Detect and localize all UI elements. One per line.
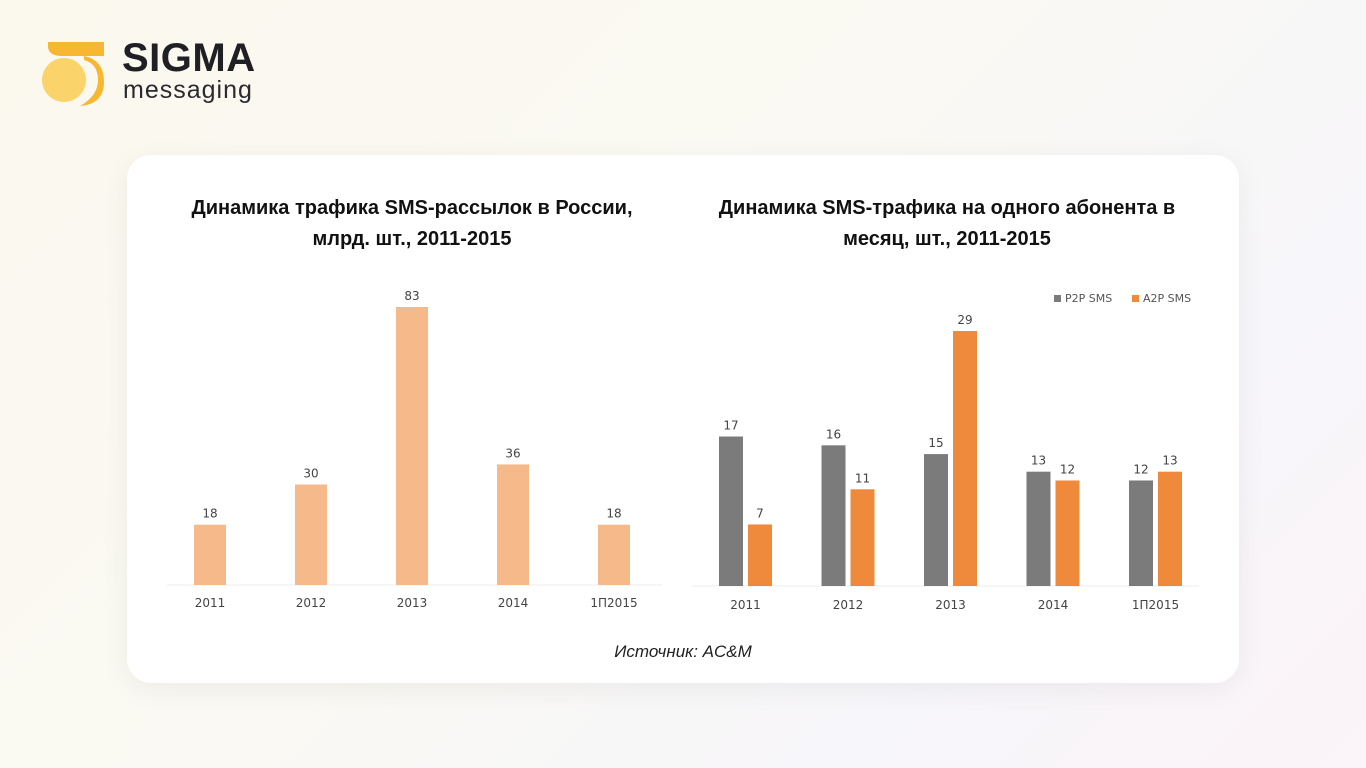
- data-label: 13: [1031, 454, 1046, 468]
- brand-name: SIGMA: [122, 36, 256, 80]
- bar-a2p-1П2015: [1158, 471, 1182, 586]
- legend-label: P2P SMS: [1065, 292, 1112, 305]
- left-chart-title: Динамика трафика SMS-рассылок в России, …: [157, 193, 667, 255]
- data-label: 36: [505, 446, 520, 460]
- sigma-logo-icon: [42, 42, 104, 106]
- x-tick-label: 2011: [195, 596, 226, 610]
- data-label: 16: [826, 427, 841, 441]
- bar-1П2015: [598, 524, 630, 585]
- bar-a2p-2011: [748, 524, 772, 586]
- data-label: 12: [1133, 462, 1148, 476]
- charts-card: Динамика трафика SMS-рассылок в России, …: [127, 155, 1239, 683]
- left-chart-title-line: млрд. шт., 2011-2015: [312, 228, 512, 250]
- data-label: 30: [303, 467, 318, 481]
- data-label: 12: [1060, 462, 1075, 476]
- bar-p2p-2011: [719, 436, 743, 586]
- legend-swatch: [1054, 295, 1061, 302]
- bar-2013: [396, 307, 428, 585]
- data-label: 83: [404, 289, 419, 303]
- right-bar-chart: 17 7 2011 16 11 2012 15 29 2013 13 12 2014 12 13 1П201…: [692, 292, 1199, 612]
- data-label: 18: [202, 507, 217, 521]
- x-tick-label: 1П2015: [1132, 598, 1179, 612]
- left-bar-chart: 18 2011 30 2012 83 2013 36 2014 18 1П2015: [167, 289, 662, 610]
- data-label: 13: [1162, 454, 1177, 468]
- legend-swatch: [1132, 295, 1139, 302]
- x-tick-label: 2013: [935, 598, 966, 612]
- bar-p2p-2012: [821, 445, 846, 586]
- bar-2014: [497, 464, 529, 585]
- x-tick-label: 2013: [397, 596, 428, 610]
- bar-p2p-1П2015: [1129, 480, 1153, 586]
- bar-a2p-2014: [1055, 480, 1080, 586]
- bar-a2p-2012: [850, 489, 875, 586]
- legend-label: A2P SMS: [1143, 292, 1191, 305]
- right-chart-title-line: Динамика SMS-трафика на одного абонента …: [718, 197, 1176, 219]
- right-chart-title: Динамика SMS-трафика на одного абонента …: [667, 193, 1227, 255]
- x-tick-label: 2014: [498, 596, 529, 610]
- x-tick-label: 2011: [730, 598, 761, 612]
- source-note: Источник: AC&M: [614, 642, 752, 661]
- data-label: 17: [723, 419, 738, 433]
- x-tick-label: 2014: [1038, 598, 1069, 612]
- x-tick-label: 1П2015: [590, 596, 637, 610]
- data-label: 29: [957, 313, 972, 327]
- bar-2012: [295, 484, 327, 585]
- brand-subtitle: messaging: [123, 76, 253, 104]
- x-tick-label: 2012: [296, 596, 327, 610]
- brand-logo: SIGMA messaging: [40, 36, 300, 110]
- left-chart-title-line: Динамика трафика SMS-рассылок в России,: [191, 197, 633, 219]
- data-label: 7: [756, 506, 764, 520]
- bar-2011: [194, 524, 226, 585]
- bar-a2p-2013: [953, 331, 977, 586]
- bar-p2p-2013: [924, 454, 948, 586]
- data-label: 15: [928, 436, 943, 450]
- data-label: 18: [606, 507, 621, 521]
- right-chart-title-line: месяц, шт., 2011-2015: [843, 228, 1051, 250]
- data-label: 11: [855, 471, 870, 485]
- x-tick-label: 2012: [833, 598, 864, 612]
- bar-p2p-2014: [1026, 471, 1051, 586]
